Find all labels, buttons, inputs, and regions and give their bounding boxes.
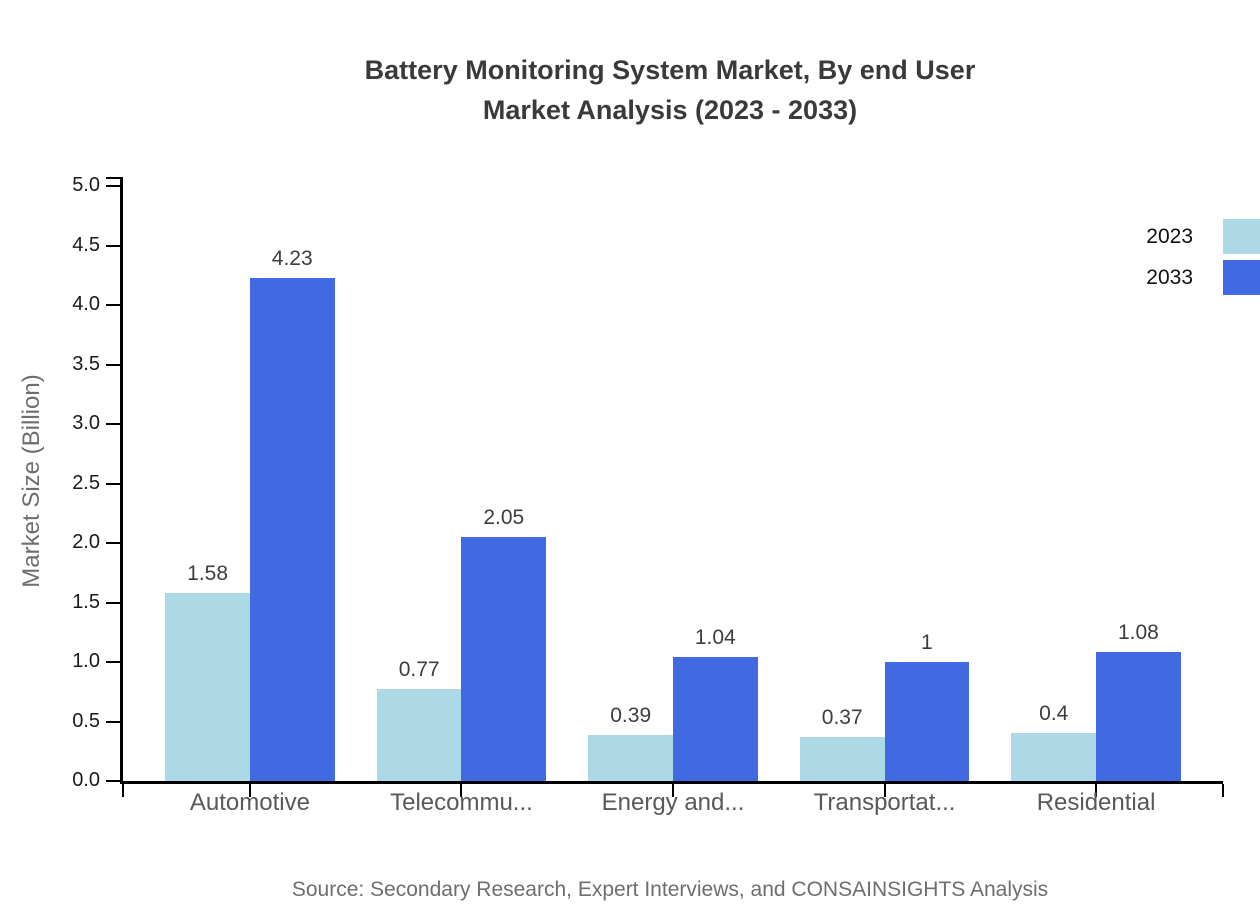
value-label-2023-residential: 0.4: [1039, 702, 1069, 726]
value-label-2023-telecommu: 0.77: [398, 658, 440, 682]
bar-2033-residential: [1096, 652, 1181, 781]
chart-title: Battery Monitoring System Market, By end…: [120, 50, 1220, 130]
y-axis-tick-4.5: [106, 244, 120, 247]
bar-2033-energy-and: [673, 657, 758, 781]
source-note: Source: Secondary Research, Expert Inter…: [291, 878, 1049, 901]
value-label-2033-residential: 1.08: [1117, 621, 1159, 645]
value-label-2023-energy-and: 0.39: [610, 703, 652, 727]
bar-2023-telecommu: [376, 689, 462, 781]
x-axis-tick-transportat: [883, 784, 886, 797]
bar-2023-transportat: [799, 736, 885, 781]
legend-label-2023: 2023: [1146, 224, 1193, 248]
y-axis-tick-label-1.0: 1.0: [72, 650, 100, 672]
chart-title-line1: Battery Monitoring System Market, By end…: [364, 55, 976, 85]
y-axis-end-tick: [106, 177, 120, 179]
value-label-2033-transportat: 1: [921, 631, 933, 654]
y-axis-tick-2.5: [106, 482, 120, 485]
bar-2023-energy-and: [588, 734, 673, 781]
value-label-2033-energy-and: 1.04: [694, 626, 736, 650]
y-axis-tick-label-0.5: 0.5: [72, 709, 100, 732]
y-axis-tick-4.0: [106, 304, 120, 306]
value-label-2033-automotive: 4.23: [271, 246, 313, 270]
bar-2023-automotive: [165, 592, 250, 781]
legend-swatch-2033: [1223, 260, 1260, 295]
value-label-2023-automotive: 1.58: [187, 561, 229, 585]
legend-item-2023: 2023: [1146, 219, 1260, 254]
y-axis-tick-1.5: [106, 601, 120, 604]
y-axis-tick-label-0.0: 0.0: [72, 769, 100, 791]
y-axis-tick-label-5.0: 5.0: [72, 174, 100, 196]
chart-title-line2: Market Analysis (2023 - 2033): [482, 95, 858, 125]
category-label-energy-and: Energy and...: [601, 789, 745, 816]
value-label-2033-telecommu: 2.05: [483, 506, 525, 530]
x-axis-start-tick: [122, 784, 124, 797]
y-axis-tick-0.0: [106, 780, 120, 782]
y-axis-tick-label-3.0: 3.0: [72, 412, 100, 434]
y-axis-tick-2.0: [106, 542, 120, 544]
y-axis-tick-3.5: [106, 363, 120, 366]
y-axis-tick-label-1.5: 1.5: [72, 590, 100, 613]
x-axis-tick-telecommu: [460, 784, 463, 797]
y-axis-tick-label-2.5: 2.5: [72, 471, 100, 494]
legend-label-2033: 2033: [1146, 265, 1193, 289]
category-label-transportat: Transportat...: [813, 789, 956, 816]
category-label-automotive: Automotive: [189, 789, 310, 816]
y-axis-tick-label-4.0: 4.0: [72, 293, 100, 315]
bar-2033-telecommu: [461, 537, 547, 781]
value-label-2023-transportat: 0.37: [821, 705, 863, 729]
y-axis-tick-label-4.5: 4.5: [72, 233, 100, 256]
bar-2033-transportat: [884, 662, 970, 781]
plot-area: 0.0 0.5 1.0 1.5 2.0 2.5 3.0 3.5 4.0 4.5 5.0 Automot…: [72, 174, 1224, 816]
x-axis-end-tick: [1222, 784, 1224, 797]
legend: 2023 2033: [1146, 219, 1260, 295]
legend-swatch-2023: [1223, 219, 1260, 254]
y-axis-tick-1.0: [106, 661, 120, 663]
y-axis-tick-label-3.5: 3.5: [72, 352, 100, 375]
bar-2033-automotive: [249, 277, 335, 781]
y-axis-tick-3.0: [106, 423, 120, 425]
category-label-telecommu: Telecommu...: [390, 789, 533, 816]
x-axis-tick-energy-and: [672, 784, 674, 797]
y-axis-tick-0.5: [106, 720, 120, 723]
x-axis-tick-residential: [1095, 784, 1098, 797]
legend-item-2033: 2033: [1146, 260, 1260, 295]
y-axis-tick-5.0: [106, 185, 120, 187]
bar-2023-residential: [1011, 733, 1097, 781]
x-axis-tick-automotive: [248, 784, 251, 797]
category-label-residential: Residential: [1036, 789, 1156, 816]
y-axis-tick-label-2.0: 2.0: [72, 531, 100, 553]
